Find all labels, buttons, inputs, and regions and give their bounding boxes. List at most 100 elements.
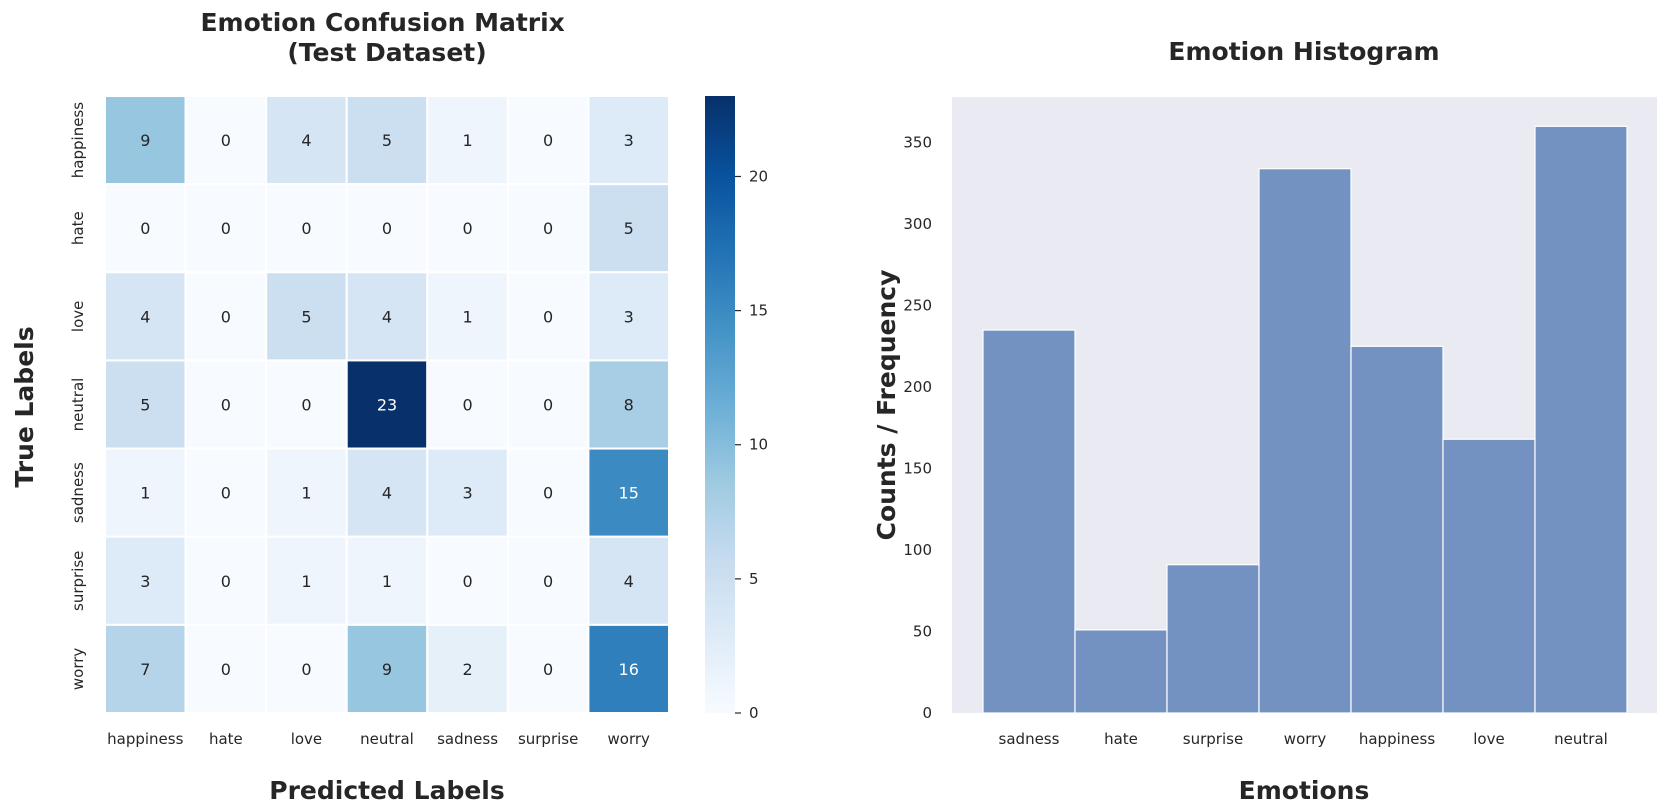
heatmap-cell-value: 2 [462, 660, 472, 679]
heatmap-cell-sadness-happiness [104, 447, 187, 538]
heatmap-cell-value: 0 [221, 660, 231, 679]
heatmap-cell-value: 0 [382, 219, 392, 238]
histogram-panel: sadness hate surprise worry happiness love neu… [872, 37, 1657, 800]
heatmap-cell-sadness-love [265, 447, 348, 538]
heatmap-cell-value: 1 [462, 307, 472, 326]
confusion-matrix-x-axis-title: Predicted Labels [269, 776, 505, 800]
heatmap-cell-value: 4 [382, 307, 392, 326]
histogram-bars [982, 125, 1628, 714]
histogram-y-tick-300: 300 [903, 215, 932, 233]
histogram-x-ticks: sadness hate surprise worry happiness love neu… [999, 730, 1608, 748]
confusion-matrix-panel: Emotion Confusion Matrix (Test Dataset) … [10, 8, 671, 800]
y-tick-label-hate: hate [69, 211, 87, 245]
heatmap-cell-neutral-surprise [506, 359, 590, 450]
heatmap-cell-value: 0 [301, 660, 311, 679]
confusion-matrix-title: Emotion Confusion Matrix (Test Dataset) [200, 8, 573, 67]
confusion-matrix-y-ticks: happiness hate love neutral sadness surprise w… [69, 102, 87, 690]
histogram-x-tick-love: love [1473, 730, 1504, 748]
heatmap-cell-value: 0 [543, 660, 553, 679]
heatmap-cell-hate-sadness [426, 183, 509, 274]
heatmap-cell-value: 7 [140, 660, 150, 679]
heatmap-cell-value: 1 [140, 484, 150, 503]
colorbar-gradient [705, 96, 735, 713]
heatmap-cell-value: 0 [543, 131, 553, 150]
x-tick-label-hate: hate [209, 730, 243, 748]
histogram-title: Emotion Histogram [1168, 37, 1439, 66]
y-tick-label-sadness: sadness [69, 462, 87, 523]
histogram-y-tick-50: 50 [913, 623, 932, 641]
x-tick-label-surprise: surprise [518, 730, 578, 748]
heatmap-cell-surprise-happiness [104, 535, 187, 626]
heatmap-cell-love-hate [184, 271, 268, 362]
heatmap-cell-value: 1 [301, 572, 311, 591]
histogram-y-tick-250: 250 [903, 297, 932, 315]
heatmap-cell-value: 3 [462, 484, 472, 503]
heatmap-cell-surprise-worry [587, 535, 671, 626]
histogram-x-tick-worry: worry [1284, 730, 1327, 748]
histogram-y-tick-200: 200 [903, 378, 932, 396]
confusion-matrix-title-line-2: (Test Dataset) [287, 38, 486, 67]
heatmap-cell-value: 0 [462, 572, 472, 591]
heatmap-cell-hate-worry [587, 183, 671, 274]
x-tick-label-neutral: neutral [360, 730, 414, 748]
histogram-x-axis-title: Emotions [1239, 776, 1370, 800]
colorbar-tick-label: 15 [749, 302, 768, 320]
histogram-y-tick-150: 150 [903, 460, 932, 478]
histogram-y-ticks: 0 50 100 150 200 250 300 350 [903, 134, 932, 722]
heatmap-cell-surprise-sadness [426, 535, 509, 626]
heatmap-cell-value: 0 [543, 219, 553, 238]
colorbar-tick-label: 0 [749, 704, 759, 722]
histogram-bar-happiness [1350, 345, 1444, 714]
heatmap-cell-love-love [265, 271, 348, 362]
heatmap-cell-value: 4 [624, 572, 634, 591]
heatmap-cell-hate-love [265, 183, 348, 274]
x-tick-label-worry: worry [608, 730, 651, 748]
heatmap-cell-value: 3 [140, 572, 150, 591]
heatmap-cell-worry-surprise [506, 623, 590, 714]
heatmap-cell-love-neutral [345, 271, 429, 362]
histogram-bar-sadness [982, 329, 1076, 714]
heatmap-cell-value: 0 [221, 307, 231, 326]
heatmap-cell-value: 4 [301, 131, 311, 150]
heatmap-cell-value: 0 [543, 307, 553, 326]
y-tick-label-worry: worry [69, 648, 87, 691]
y-tick-label-surprise: surprise [69, 551, 87, 611]
colorbar-tick-label: 20 [749, 167, 768, 185]
colorbar-tick-label: 5 [749, 570, 759, 588]
heatmap-cell-neutral-hate [184, 359, 268, 450]
heatmap-cell-value: 4 [140, 307, 150, 326]
heatmap-cell-love-worry [587, 271, 671, 362]
histogram-y-axis-title: Counts / Frequency [872, 270, 901, 541]
heatmap-cell-value: 5 [624, 219, 634, 238]
heatmap-cell-happiness-hate [184, 95, 268, 186]
y-tick-label-happiness: happiness [69, 102, 87, 178]
x-tick-label-love: love [291, 730, 322, 748]
y-tick-label-neutral: neutral [69, 378, 87, 432]
histogram-x-tick-hate: hate [1104, 730, 1138, 748]
colorbar-tick-label: 10 [749, 436, 768, 454]
histogram-x-tick-surprise: surprise [1183, 730, 1243, 748]
heatmap-cell-value: 0 [221, 396, 231, 415]
histogram-bar-love [1442, 438, 1536, 714]
heatmap-cell-worry-neutral [345, 623, 429, 714]
histogram-x-tick-neutral: neutral [1554, 730, 1608, 748]
histogram-y-tick-0: 0 [922, 704, 932, 722]
x-tick-label-sadness: sadness [437, 730, 498, 748]
heatmap-cell-surprise-hate [184, 535, 268, 626]
heatmap-cell-value: 4 [382, 484, 392, 503]
y-tick-label-love: love [69, 301, 87, 332]
heatmap-cell-worry-sadness [426, 623, 509, 714]
histogram-bar-worry [1258, 168, 1352, 714]
heatmap-cell-value: 0 [301, 219, 311, 238]
heatmap-cell-worry-worry [587, 623, 671, 714]
heatmap-cell-love-surprise [506, 271, 590, 362]
heatmap-cell-hate-happiness [104, 183, 187, 274]
heatmap-cell-value: 0 [462, 396, 472, 415]
heatmap-cell-value: 0 [221, 572, 231, 591]
heatmap-cell-value: 8 [624, 396, 634, 415]
heatmap-cell-value: 0 [543, 484, 553, 503]
heatmap-cell-value: 0 [462, 219, 472, 238]
confusion-matrix-x-ticks: happiness hate love neutral sadness surprise w… [107, 730, 650, 748]
heatmap-cell-worry-happiness [104, 623, 187, 714]
histogram-x-tick-happiness: happiness [1359, 730, 1435, 748]
